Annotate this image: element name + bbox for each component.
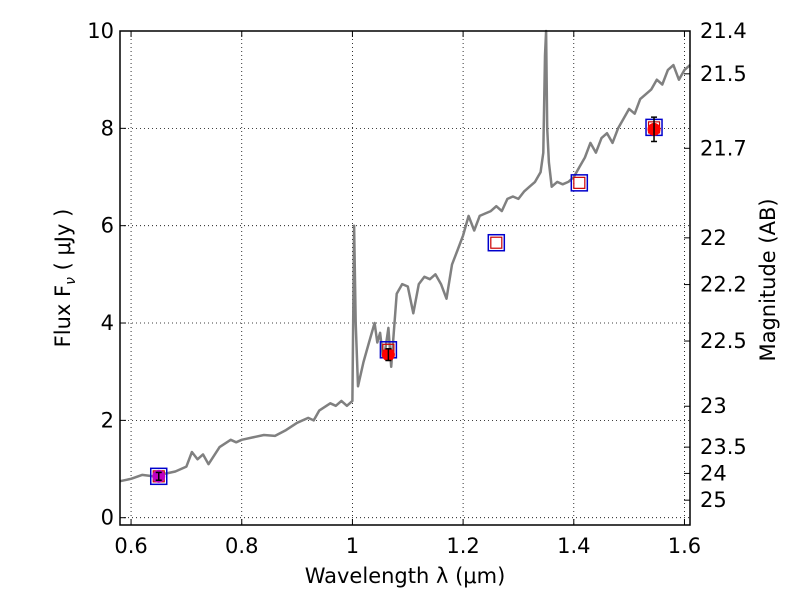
- y-tick-label: 0: [101, 506, 114, 530]
- y2-tick-label: 21.7: [700, 136, 747, 160]
- x-tick-label: 1: [346, 534, 359, 558]
- model-marker-outer: [570, 174, 589, 192]
- points-layer: [149, 116, 663, 486]
- y2-tick-label: 23.5: [700, 435, 747, 459]
- x-tick-label: 0.6: [114, 534, 147, 558]
- y-axis-label-unit: ( μJy ): [51, 209, 75, 277]
- y2-tick-label: 22: [700, 226, 727, 250]
- y-axis-label: Flux Fν ( μJy ): [51, 209, 79, 348]
- model-marker-outer: [487, 233, 506, 252]
- plot-background: [120, 31, 690, 525]
- svg-text:Flux Fν ( μJy ): Flux Fν ( μJy ): [51, 209, 79, 348]
- y-axis-label-subscript: ν: [63, 277, 79, 285]
- x-tick-label: 1.6: [668, 534, 701, 558]
- x-axis-label: Wavelength λ (μm): [305, 564, 506, 588]
- x-tick-label: 1.2: [446, 534, 479, 558]
- model-marker-outer: [149, 467, 168, 486]
- series-layer: [119, 29, 691, 483]
- model-marker-inner: [490, 236, 503, 249]
- x-tick-label: 0.8: [225, 534, 258, 558]
- y-tick-label: 8: [101, 116, 114, 140]
- y-axis-label-main: Flux F: [51, 285, 75, 347]
- y2-tick-label: 23: [700, 394, 727, 418]
- y2-tick-label: 24: [700, 461, 727, 485]
- y2-tick-label: 22.5: [700, 329, 747, 353]
- y-tick-label: 4: [101, 311, 114, 335]
- y2-tick-label: 25: [700, 488, 727, 512]
- y2-axis-label: Magnitude (AB): [756, 198, 780, 361]
- spectrum-line: [119, 29, 691, 483]
- y2-tick-label: 21.4: [700, 19, 747, 43]
- y2-tick-label: 22.2: [700, 273, 747, 297]
- y-tick-label: 10: [87, 19, 114, 43]
- plot-frame: [119, 30, 691, 526]
- y2-tick-label: 21.5: [700, 62, 747, 86]
- y-tick-label: 6: [101, 214, 114, 238]
- y-tick-label: 2: [101, 408, 114, 432]
- model-marker-inner: [573, 176, 586, 189]
- x-tick-label: 1.4: [557, 534, 590, 558]
